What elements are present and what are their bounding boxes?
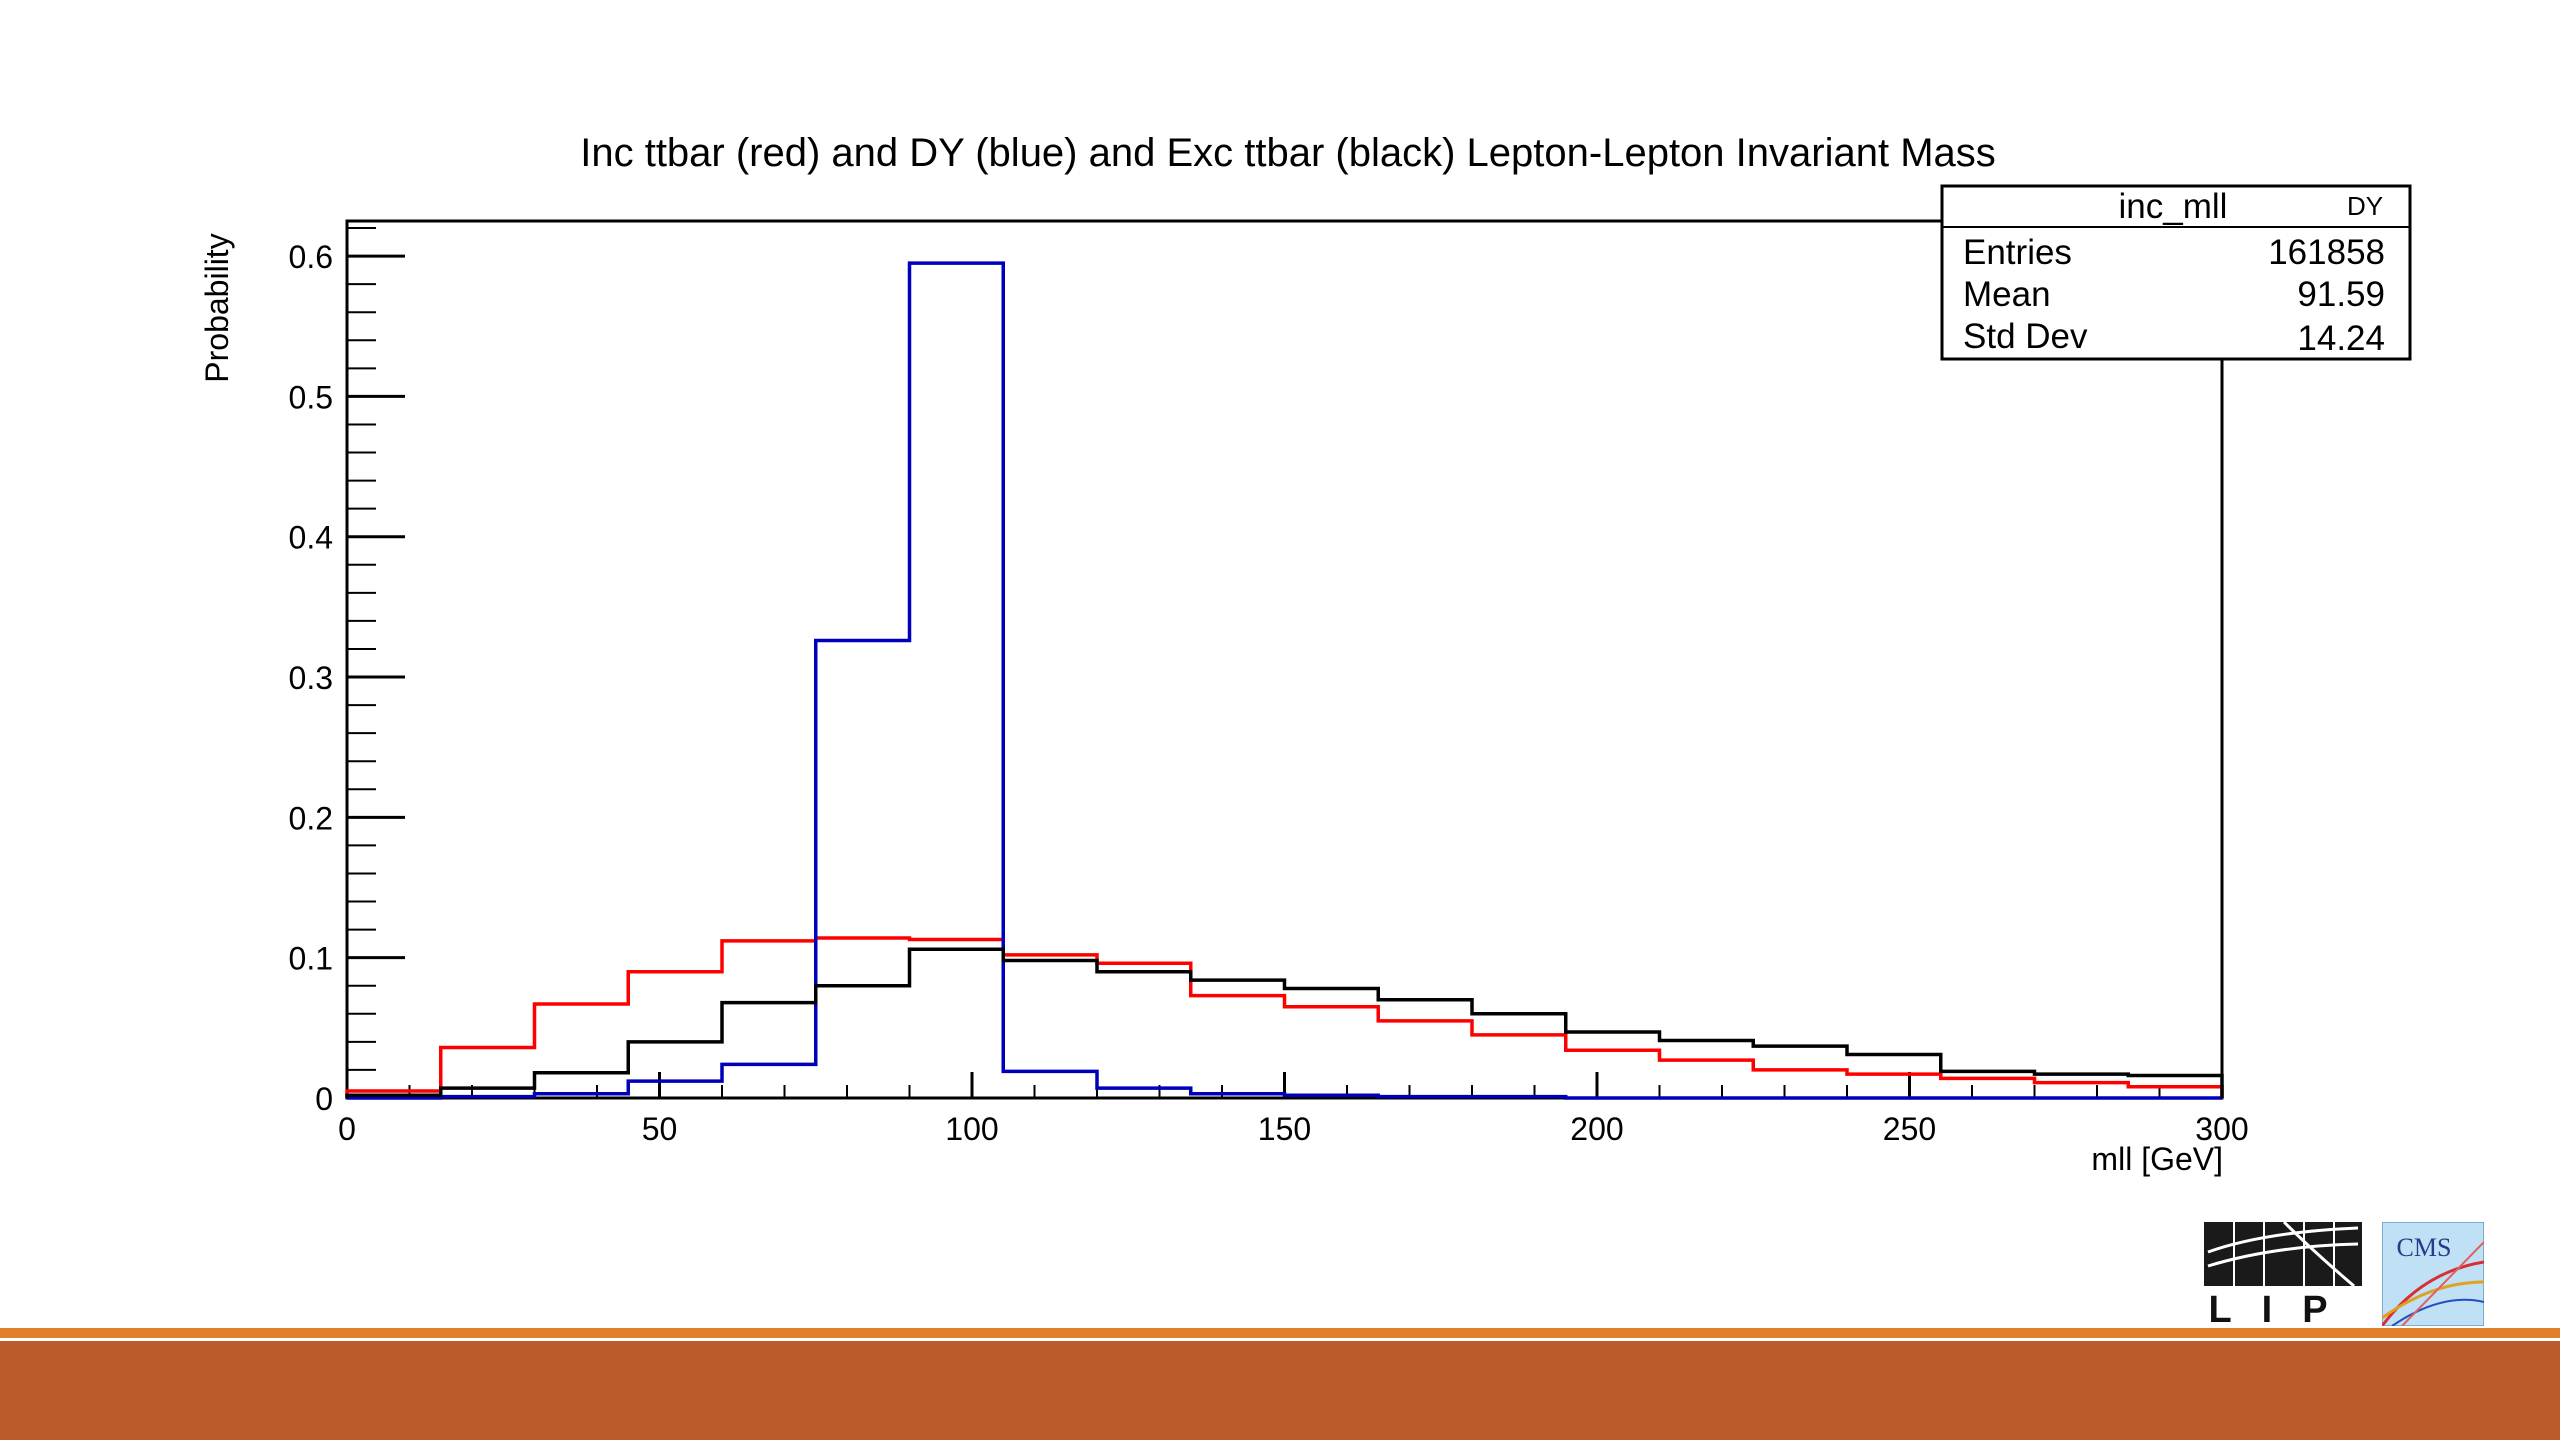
y-tick-label: 0.5: [289, 379, 333, 415]
stats-row-value: 161858: [2268, 233, 2385, 272]
y-tick-label: 0.3: [289, 660, 333, 696]
lip-logo-text: LIP: [2208, 1289, 2357, 1326]
stats-row-label: Std Dev: [1963, 317, 2088, 356]
cms-logo: CMS: [2382, 1222, 2484, 1326]
x-tick-label: 100: [945, 1111, 998, 1147]
y-tick-label: 0.4: [289, 520, 333, 556]
lip-logo: LIP: [2204, 1222, 2362, 1326]
x-axis-label: mll [GeV]: [2091, 1141, 2223, 1177]
stats-row-value: 91.59: [2297, 275, 2385, 314]
stats-row-label: Mean: [1963, 275, 2051, 314]
x-tick-label: 200: [1570, 1111, 1623, 1147]
x-tick-label: 150: [1258, 1111, 1311, 1147]
x-tick-label: 300: [2195, 1111, 2248, 1147]
x-tick-label: 250: [1883, 1111, 1936, 1147]
x-tick-label: 0: [338, 1111, 356, 1147]
x-tick-label: 50: [642, 1111, 678, 1147]
stats-box-name: inc_mll: [2119, 187, 2228, 226]
histogram-series-line: [347, 261, 2222, 1100]
cms-logo-text: CMS: [2397, 1233, 2452, 1262]
y-tick-label: 0: [315, 1081, 333, 1117]
footer-bar: [0, 1341, 2560, 1440]
y-axis-label: Probability: [199, 233, 235, 382]
stats-row-value: 14.24: [2297, 319, 2385, 358]
y-tick-label: 0.2: [289, 800, 333, 836]
histogram-series-line: [345, 947, 2224, 1098]
y-tick-label: 0.1: [289, 941, 333, 977]
chart-title: Inc ttbar (red) and DY (blue) and Exc tt…: [580, 131, 1996, 175]
stats-row-label: Entries: [1963, 233, 2072, 272]
footer-accent-line: [0, 1328, 2560, 1338]
stats-box-tag: DY: [2347, 191, 2383, 221]
histogram-series-line: [345, 936, 2224, 1098]
stats-box: inc_mll DY Entries 161858 Mean 91.59 Std…: [1940, 184, 2412, 361]
y-tick-label: 0.6: [289, 239, 333, 275]
